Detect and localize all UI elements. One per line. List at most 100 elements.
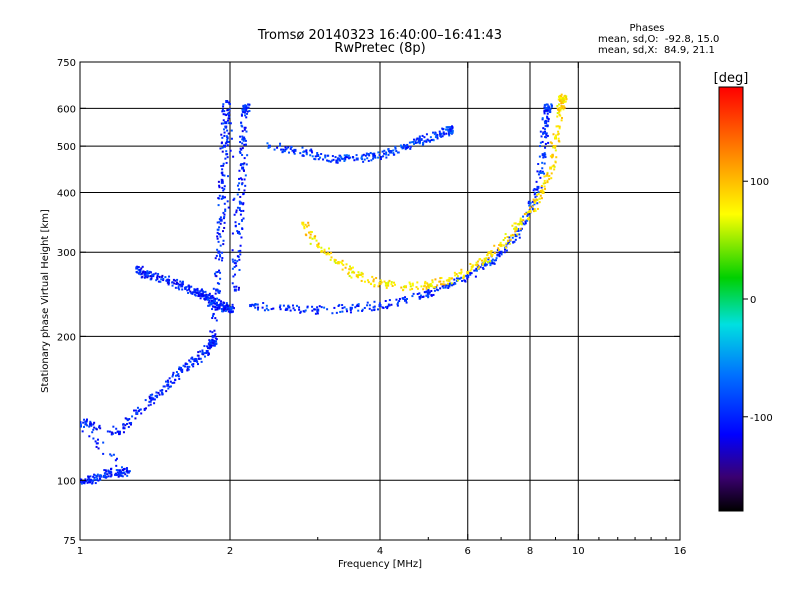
scatter-dot [123,427,126,430]
scatter-dot [532,189,535,192]
scatter-dot [332,158,335,161]
scatter-dot [222,162,225,165]
scatter-dot [404,296,407,299]
scatter-dot [118,470,121,473]
scatter-dot [483,263,486,266]
scatter-dot [239,135,242,138]
scatter-dot [416,141,419,144]
scatter-dot [558,125,561,128]
scatter-dot [241,135,244,138]
scatter-dot [562,108,565,111]
scatter-dot [516,233,519,236]
scatter-dot [422,288,425,291]
scatter-dot [544,108,547,111]
scatter-dot [290,146,293,149]
scatter-dot [234,273,237,276]
scatter-dot [126,469,129,472]
scatter-dot [127,425,130,428]
scatter-dot [201,292,204,295]
scatter-dot [99,427,102,430]
scatter-dot [214,337,217,340]
scatter-dot [544,142,547,145]
scatter-dot [540,184,543,187]
scatter-dot [217,291,220,294]
scatter-dot [171,281,174,284]
scatter-dot [221,195,224,198]
scatter-dot [361,309,364,312]
scatter-dot [219,271,222,274]
scatter-dot [284,146,287,149]
scatter-dot [301,154,304,157]
scatter-dot [149,400,152,403]
scatter-dot [500,253,503,256]
scatter-dot [333,260,336,263]
scatter-dot [172,278,175,281]
data-point [249,304,253,308]
scatter-dot [233,285,236,288]
data-point [316,243,320,247]
scatter-dot [442,280,445,283]
scatter-dot [226,119,229,122]
scatter-dot [219,147,222,150]
scatter-dot [564,100,567,103]
scatter-dot [199,297,202,300]
scatter-dot [429,136,432,139]
scatter-dot [242,106,245,109]
scatter-dot [544,106,547,109]
scatter-dot [235,285,238,288]
scatter-dot [103,474,106,477]
scatter-dot [545,107,548,110]
scatter-dot [221,108,224,111]
scatter-dot [87,475,90,478]
scatter-dot [372,306,375,309]
scatter-dot [209,339,212,342]
scatter-dot [347,272,350,275]
scatter-dot [496,254,499,257]
scatter-dot [335,311,338,314]
scatter-dot [197,351,200,354]
scatter-dot [425,133,428,136]
scatter-dot [96,473,99,476]
scatter-dot [358,273,361,276]
scatter-dot [254,306,257,309]
scatter-dot [458,272,461,275]
scatter-dot [240,148,243,151]
scatter-dot [439,287,442,290]
scatter-dot [337,304,340,307]
scatter-dot [144,275,147,278]
scatter-dot [543,104,546,107]
scatter-dot [282,304,285,307]
scatter-dot [428,291,431,294]
scatter-dot [554,144,557,147]
scatter-dot [533,193,536,196]
scatter-dot [219,300,222,303]
scatter-dot [222,301,225,304]
data-point [236,230,240,234]
scatter-dot [216,221,219,224]
scatter-dot [169,385,172,388]
scatter-dot [532,208,535,211]
scatter-dot [221,136,224,139]
scatter-dot [533,199,536,202]
scatter-dot [540,135,543,138]
y-tick-label: 750 [57,58,76,69]
scatter-dot [476,265,479,268]
scatter-dot [363,306,366,309]
scatter-dot [125,467,128,470]
scatter-dot [178,283,181,286]
scatter-dot [385,151,388,154]
scatter-dot [349,311,352,314]
scatter-dot [216,308,219,311]
scatter-dot [185,286,188,289]
scatter-dot [201,351,204,354]
scatter-dot [380,281,383,284]
scatter-dot [411,287,414,290]
scatter-dot [548,106,551,109]
scatter-dot [440,132,443,135]
scatter-dot [497,247,500,250]
scatter-dot [491,262,494,265]
scatter-dot [215,338,218,341]
scatter-dot [179,280,182,283]
